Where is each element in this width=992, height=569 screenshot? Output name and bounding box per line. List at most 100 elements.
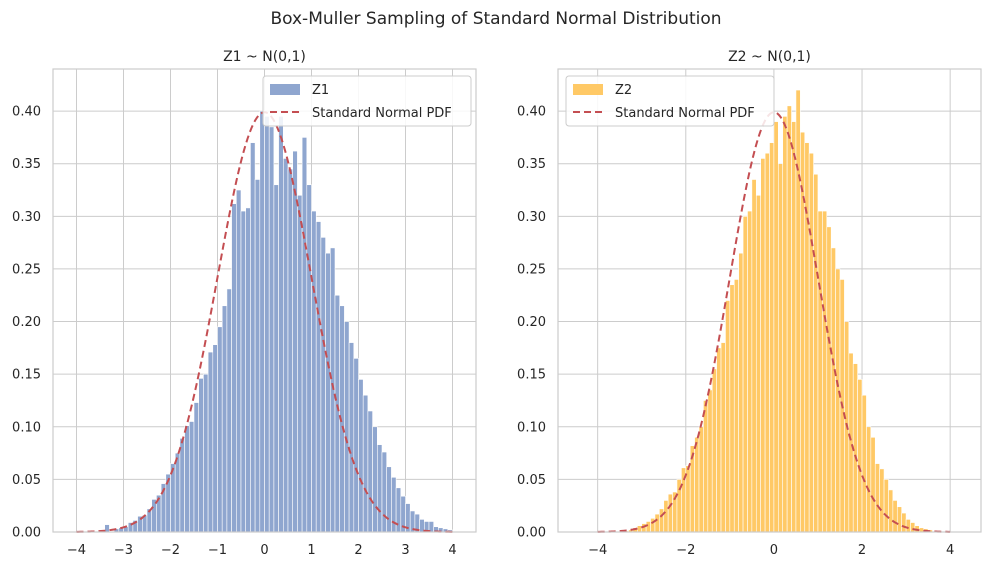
y-tick-label: 0.15	[12, 368, 41, 383]
histogram-bar	[221, 305, 228, 533]
histogram-bar	[725, 300, 731, 533]
histogram-bar	[207, 351, 214, 533]
histogram-bar	[311, 210, 317, 533]
histogram-bar	[910, 522, 916, 533]
y-tick-label: 0.00	[517, 526, 546, 541]
axes-frame	[557, 68, 982, 533]
histogram-bar	[179, 438, 185, 533]
y-tick-label: 0.00	[12, 526, 41, 541]
histogram-bar	[883, 479, 889, 533]
histogram-bar	[663, 500, 669, 533]
axes-frame	[52, 68, 477, 533]
histogram-bar	[226, 288, 232, 533]
x-tick-label: 3	[401, 543, 409, 558]
histogram-bar	[278, 116, 284, 533]
figure-title: Box-Muller Sampling of Standard Normal D…	[270, 9, 721, 29]
histogram-bar	[198, 378, 204, 533]
histogram-z2	[623, 89, 933, 533]
histogram-bar	[888, 489, 894, 533]
histogram-bar	[703, 400, 709, 533]
histogram-bar	[835, 268, 841, 533]
histogram-bar	[320, 237, 326, 533]
histogram-bar	[297, 194, 303, 533]
histogram-bar	[742, 216, 748, 533]
x-tick-label: −2	[161, 543, 180, 558]
histogram-bar	[306, 184, 312, 533]
histogram-bar	[848, 352, 854, 533]
histogram-bar	[901, 512, 907, 533]
histogram-bar	[386, 466, 392, 533]
histogram-bar	[358, 379, 364, 533]
histogram-bar	[804, 142, 810, 533]
legend-swatch-histogram	[573, 84, 603, 95]
histogram-bar	[189, 421, 195, 533]
histogram-bar	[334, 294, 340, 533]
histogram-bar	[264, 116, 270, 533]
histogram-bar	[747, 210, 753, 533]
histogram-bar	[203, 373, 209, 533]
histogram-bar	[861, 394, 867, 533]
histogram-bar	[778, 163, 784, 533]
y-tick-label: 0.20	[517, 315, 546, 330]
x-tick-label: −4	[67, 543, 86, 558]
histogram-bar	[151, 499, 157, 533]
histogram-bar	[329, 247, 336, 533]
histogram-bar	[808, 152, 814, 533]
histogram-bar	[236, 189, 242, 533]
histogram-bar	[174, 452, 181, 533]
histogram-bar	[773, 121, 779, 533]
x-tick-label: 2	[354, 543, 362, 558]
histogram-bar	[791, 121, 797, 533]
histogram-bar	[273, 184, 279, 533]
histogram-bar	[367, 410, 373, 533]
histogram-bar	[254, 179, 261, 533]
histogram-bar	[287, 168, 293, 533]
pdf-curve	[597, 111, 951, 533]
histogram-bar	[919, 527, 925, 533]
histogram-bar	[395, 487, 402, 533]
histogram-bar	[905, 519, 911, 533]
histogram-bar	[372, 426, 378, 533]
y-tick-label: 0.40	[12, 105, 41, 120]
histogram-bar	[362, 394, 369, 533]
histogram-bar	[870, 436, 876, 533]
histogram-bar	[217, 326, 223, 533]
histogram-bar	[344, 321, 350, 533]
y-tick-label: 0.30	[517, 210, 546, 225]
histogram-bar	[822, 210, 828, 533]
x-tick-label: −2	[676, 543, 695, 558]
histogram-bar	[325, 252, 331, 533]
histogram-bar	[654, 513, 660, 533]
histogram-bar	[857, 379, 863, 533]
histogram-bar	[193, 402, 199, 533]
x-tick-label: 0	[770, 543, 778, 558]
histogram-bar	[760, 158, 766, 533]
histogram-bar	[786, 105, 792, 533]
legend-box	[262, 75, 472, 127]
y-tick-label: 0.35	[517, 157, 546, 172]
histogram-bar	[782, 116, 788, 533]
histogram-bar	[184, 425, 190, 533]
legend-swatch-histogram	[270, 84, 300, 95]
histogram-bar	[874, 463, 880, 533]
histogram-bar	[764, 152, 770, 533]
y-tick-label: 0.15	[517, 368, 546, 383]
histogram-bar	[348, 342, 355, 533]
histogram-bar	[892, 500, 898, 533]
histogram-bar	[879, 468, 885, 533]
histogram-bar	[716, 347, 722, 533]
histogram-bar	[866, 426, 872, 533]
histogram-bar	[292, 150, 298, 533]
y-tick-label: 0.05	[517, 473, 546, 488]
x-tick-label: 1	[307, 543, 315, 558]
legend-label-histogram: Z2	[615, 83, 632, 98]
subplot-title: Z2 ~ N(0,1)	[728, 49, 811, 65]
histogram-bar	[259, 110, 265, 533]
y-tick-label: 0.35	[12, 157, 41, 172]
x-tick-label: 4	[448, 543, 456, 558]
histogram-bar	[720, 342, 726, 533]
histogram-bar	[301, 137, 308, 533]
histogram-bar	[245, 207, 251, 533]
histogram-bar	[694, 436, 700, 533]
